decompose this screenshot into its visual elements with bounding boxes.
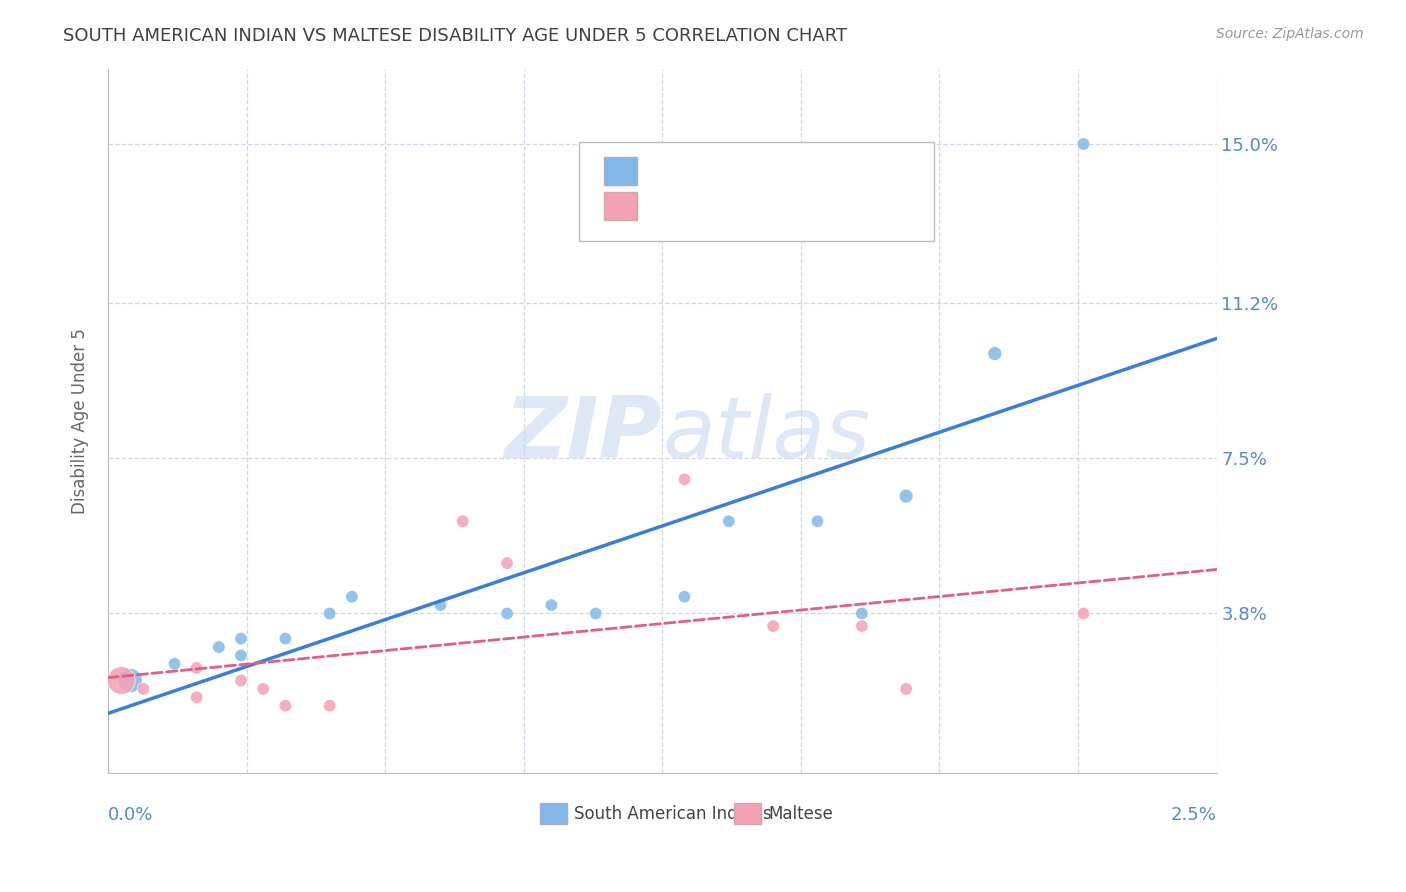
Text: 2.5%: 2.5% (1171, 806, 1216, 824)
Point (894, 681, 917, 696)
Point (429, 598, 451, 612)
FancyBboxPatch shape (603, 157, 637, 185)
Point (229, 673, 252, 688)
FancyBboxPatch shape (603, 192, 637, 220)
Point (163, 657, 186, 671)
Point (340, 590, 363, 604)
Point (806, 514, 828, 528)
Point (1073, 136, 1095, 151)
Point (673, 472, 696, 486)
Point (585, 607, 607, 621)
Point (451, 514, 474, 528)
Y-axis label: Disability Age Under 5: Disability Age Under 5 (72, 327, 89, 514)
Point (762, 619, 785, 633)
Point (673, 590, 696, 604)
Text: atlas: atlas (662, 393, 870, 476)
Point (274, 632, 297, 646)
Text: Maltese: Maltese (769, 805, 834, 822)
FancyBboxPatch shape (734, 803, 761, 824)
Text: N = 15: N = 15 (785, 197, 852, 215)
Point (894, 489, 917, 503)
Point (120, 673, 142, 688)
Text: SOUTH AMERICAN INDIAN VS MALTESE DISABILITY AGE UNDER 5 CORRELATION CHART: SOUTH AMERICAN INDIAN VS MALTESE DISABIL… (63, 27, 848, 45)
Text: South American Indians: South American Indians (574, 805, 772, 822)
Point (1073, 607, 1095, 621)
Text: R = 0.272: R = 0.272 (651, 197, 749, 215)
Point (540, 598, 562, 612)
Point (132, 681, 155, 696)
Text: R = 0.587: R = 0.587 (651, 161, 749, 179)
Text: N = 14: N = 14 (785, 161, 852, 179)
Point (186, 690, 208, 705)
Point (984, 346, 1007, 360)
Point (851, 607, 873, 621)
Point (496, 607, 519, 621)
FancyBboxPatch shape (579, 143, 934, 241)
Point (186, 661, 208, 675)
Text: 0.0%: 0.0% (108, 806, 153, 824)
Point (318, 698, 340, 713)
Point (229, 648, 252, 663)
Point (851, 619, 873, 633)
Point (208, 640, 231, 654)
Text: ZIP: ZIP (505, 393, 662, 476)
Point (717, 514, 740, 528)
Point (252, 681, 274, 696)
Point (318, 607, 340, 621)
Point (496, 556, 519, 570)
FancyBboxPatch shape (540, 803, 567, 824)
Point (229, 632, 252, 646)
Point (274, 698, 297, 713)
Point (110, 673, 132, 688)
Text: Source: ZipAtlas.com: Source: ZipAtlas.com (1216, 27, 1364, 41)
